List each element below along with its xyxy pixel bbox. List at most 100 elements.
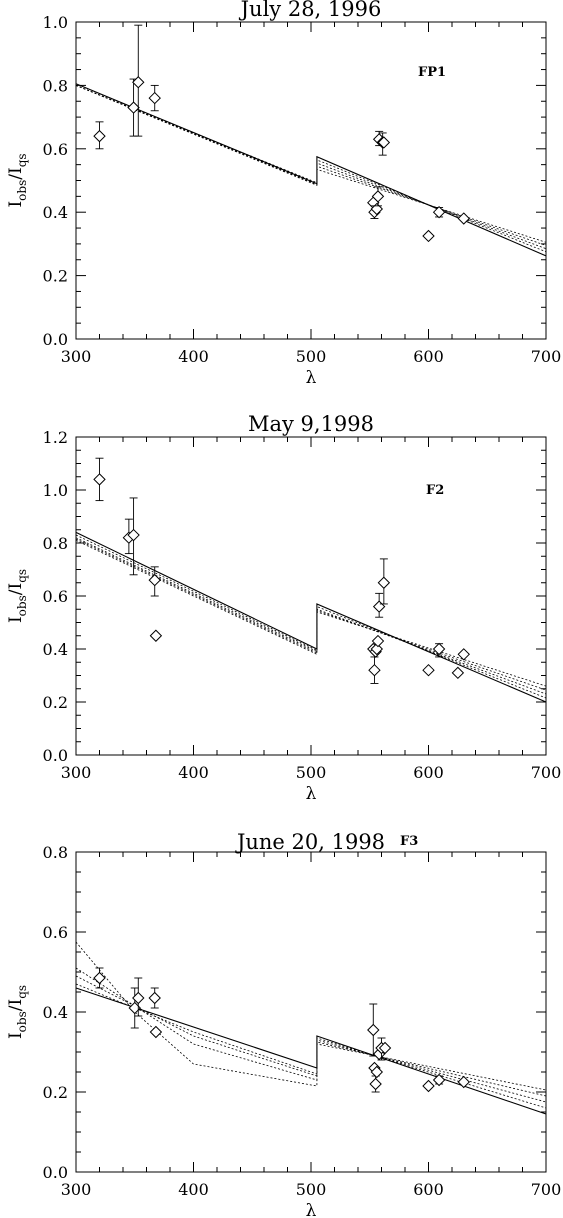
y-tick-label: 1.2: [43, 428, 68, 447]
data-point-diamond: [127, 101, 140, 114]
x-tick-label: 400: [178, 1180, 209, 1199]
y-axis-label-sub1: obs: [15, 595, 29, 616]
data-point-diamond: [457, 648, 470, 661]
data-point-diamond: [369, 1077, 382, 1091]
x-tick-label: 300: [61, 763, 92, 782]
data-point-diamond: [370, 1065, 384, 1079]
x-tick-label: 400: [178, 763, 209, 782]
x-tick-label: 700: [531, 347, 562, 366]
y-tick-label: 0.2: [43, 1083, 68, 1102]
data-point-diamond: [372, 600, 386, 613]
data-point-diamond: [451, 666, 465, 680]
y-axis-label-sub2: qs: [15, 985, 29, 999]
panel-label: F3: [400, 834, 418, 849]
y-tick-label: 0.8: [43, 534, 68, 553]
data-point-diamond: [148, 91, 161, 105]
y-tick-label: 0.4: [43, 203, 68, 222]
model-curve-4: [75, 967, 547, 1097]
y-tick-label: 0.4: [43, 640, 68, 659]
data-point-diamond: [149, 1025, 163, 1039]
model-curve-5: [75, 85, 547, 243]
y-axis-label-slash: /I: [6, 167, 26, 179]
chart-title: June 20, 1998: [235, 830, 385, 854]
chart-title: May 9,1998: [248, 412, 374, 436]
data-point-diamond: [93, 473, 106, 486]
y-axis-label: Iobs/Iqs: [6, 153, 29, 207]
y-tick-label: 0.6: [43, 140, 68, 159]
x-tick-label: 500: [296, 763, 327, 782]
chart-panel-1: 300 400 500 600 700 0.0 0.2 0.4 0.6 0.8 1.0 July 28…: [6, 0, 561, 388]
data-point-diamond: [422, 229, 435, 243]
data-point-diamond: [132, 76, 145, 89]
x-tick-label: 600: [413, 763, 444, 782]
data-point-diamond: [127, 528, 140, 542]
y-tick-label: 1.0: [43, 481, 68, 500]
y-axis-label: Iobs/Iqs: [6, 985, 29, 1039]
chart-panel-2: 300 400 500 600 700 0.0 0.2 0.4 0.6 0.8 1.0 1.2 May …: [6, 412, 561, 804]
x-tick-label: 700: [531, 1180, 562, 1199]
data-point-diamond: [378, 1041, 392, 1055]
data-point-diamond: [457, 212, 470, 225]
data-point-diamond: [422, 663, 435, 677]
panel-label: F2: [426, 483, 444, 498]
data-point-diamond: [432, 205, 446, 219]
y-tick-label: 1.0: [43, 13, 68, 32]
data-point-diamond: [367, 1023, 380, 1037]
chart-panel-3: 300 400 500 600 700 0.0 0.2 0.4 0.6 0.8 June 20, 1…: [6, 830, 561, 1218]
y-axis-label-slash: /I: [6, 999, 26, 1011]
y-axis-label-main: I: [6, 616, 26, 623]
data-point-diamond: [370, 642, 384, 656]
data-point-diamond: [93, 971, 106, 985]
x-tick-label: 600: [413, 347, 444, 366]
y-tick-label: 0.6: [43, 587, 68, 606]
y-tick-label: 0.6: [43, 923, 68, 942]
y-tick-label: 0.4: [43, 1003, 68, 1022]
y-axis-label: Iobs/Iqs: [6, 569, 29, 623]
model-curve-2: [75, 534, 547, 699]
x-tick-label: 500: [296, 1180, 327, 1199]
y-tick-label: 0.2: [43, 693, 68, 712]
x-tick-label: 300: [61, 347, 92, 366]
model-curve-3: [75, 537, 547, 695]
x-axis-label: λ: [306, 368, 317, 388]
y-axis-label-main: I: [6, 1032, 26, 1039]
chart-title: July 28, 1996: [239, 0, 382, 21]
model-curve-4: [75, 85, 547, 246]
y-tick-label: 0.2: [43, 267, 68, 286]
y-axis-label-sub1: obs: [15, 180, 29, 201]
model-curve-1: [75, 83, 547, 257]
y-tick-label: 0.0: [43, 1163, 68, 1182]
data-point-diamond: [93, 129, 106, 143]
x-tick-label: 700: [531, 763, 562, 782]
x-axis-label: λ: [306, 1201, 317, 1218]
y-tick-label: 0.8: [43, 843, 68, 862]
data-point-diamond: [457, 1075, 470, 1089]
data-point-diamond: [432, 1073, 446, 1087]
x-tick-label: 500: [296, 347, 327, 366]
data-point-diamond: [422, 1079, 435, 1093]
data-point-diamond: [371, 190, 385, 203]
y-axis-label-sub1: obs: [15, 1011, 29, 1032]
model-curve-2: [75, 85, 547, 253]
model-curve-5: [75, 941, 547, 1091]
data-point-diamond: [148, 991, 161, 1005]
x-tick-label: 300: [61, 1180, 92, 1199]
data-point-diamond: [148, 573, 161, 587]
model-curve-1: [75, 987, 547, 1115]
model-curve-1: [75, 531, 547, 703]
data-point-diamond: [432, 642, 446, 656]
y-axis-label-sub2: qs: [15, 569, 29, 583]
model-curve-3: [75, 975, 547, 1103]
y-axis-label-slash: /I: [6, 583, 26, 595]
panel-label: FP1: [418, 65, 446, 80]
model-curve-2: [75, 983, 547, 1109]
plot-frame: [75, 436, 547, 756]
data-point-diamond: [368, 663, 381, 677]
model-curve-5: [75, 540, 547, 687]
y-tick-label: 0.0: [43, 330, 68, 349]
data-point-diamond: [149, 629, 163, 642]
data-point-diamond: [377, 576, 391, 589]
data-point-diamond: [371, 634, 385, 648]
model-curve-4: [75, 538, 547, 691]
